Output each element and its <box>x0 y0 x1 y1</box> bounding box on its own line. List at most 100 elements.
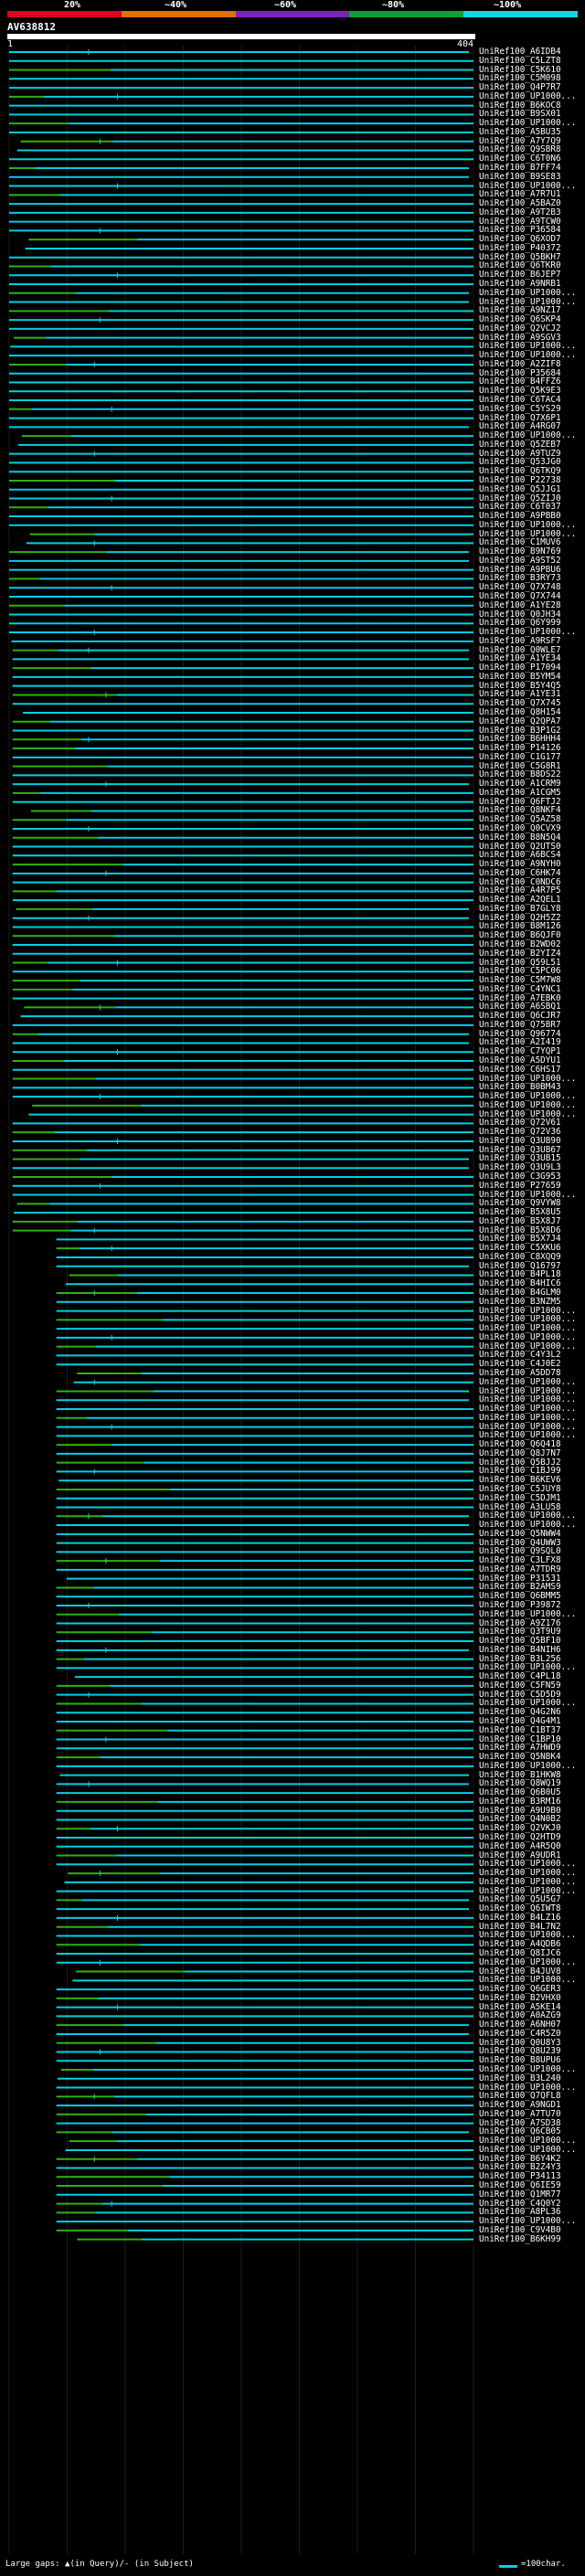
hit-label[interactable]: UniRef100_C0NDC6 <box>479 876 561 887</box>
hit-label[interactable]: UniRef100_Q0JH34 <box>479 609 561 620</box>
hit-label[interactable]: UniRef100_C6TAC4 <box>479 395 561 406</box>
hit-label[interactable]: UniRef100_P31531 <box>479 1573 561 1584</box>
hit-label[interactable]: UniRef100_C6T037 <box>479 502 561 513</box>
hit-label[interactable]: UniRef100_B8DS22 <box>479 769 561 780</box>
hit-label[interactable]: UniRef100_Q6TKR0 <box>479 260 561 271</box>
hit-label[interactable]: UniRef100_UP1000... <box>479 1930 577 1941</box>
hit-label[interactable]: UniRef100_UP1000... <box>479 341 577 352</box>
hit-label[interactable]: UniRef100_Q2VCJ2 <box>479 323 561 334</box>
hit-label[interactable]: UniRef100_B0BM43 <box>479 1082 561 1093</box>
hit-label[interactable]: UniRef100_A0AZG9 <box>479 2010 561 2021</box>
hit-label[interactable]: UniRef100_A2I419 <box>479 1037 561 1048</box>
hit-label[interactable]: UniRef100_C5LZT8 <box>479 55 561 66</box>
hit-label[interactable]: UniRef100_Q6Y999 <box>479 618 561 629</box>
hit-label[interactable]: UniRef100_B8M126 <box>479 921 561 932</box>
hit-label[interactable]: UniRef100_UP1000... <box>479 1108 577 1119</box>
hit-label[interactable]: UniRef100_B6HHH4 <box>479 734 561 745</box>
hit-label[interactable]: UniRef100_UP1000... <box>479 2064 577 2075</box>
hit-label[interactable]: UniRef100_A4RG07 <box>479 421 561 432</box>
hit-label[interactable]: UniRef100_B6Y4K2 <box>479 2153 561 2164</box>
hit-label[interactable]: UniRef100_Q6FTJ2 <box>479 796 561 807</box>
hit-label[interactable]: UniRef100_UP1000... <box>479 528 577 539</box>
hit-label[interactable]: UniRef100_B6QJF0 <box>479 930 561 941</box>
hit-label[interactable]: UniRef100_A1YE31 <box>479 689 561 700</box>
hit-label[interactable]: UniRef100_UP1000... <box>479 1698 577 1709</box>
hit-label[interactable]: UniRef100_Q2VKJ0 <box>479 1823 561 1834</box>
hit-label[interactable]: UniRef100_B5X7J4 <box>479 1234 561 1245</box>
hit-label[interactable]: UniRef100_C4YNC1 <box>479 983 561 994</box>
hit-label[interactable]: UniRef100_A9SGV3 <box>479 332 561 343</box>
hit-label[interactable]: UniRef100_B3RM16 <box>479 1796 561 1807</box>
hit-label[interactable]: UniRef100_C4PL18 <box>479 1671 561 1682</box>
hit-label[interactable]: UniRef100_A5BAZ0 <box>479 198 561 209</box>
hit-label[interactable]: UniRef100_P36584 <box>479 225 561 236</box>
hit-label[interactable]: UniRef100_B3NZM5 <box>479 1296 561 1307</box>
hit-label[interactable]: UniRef100_A7TDR9 <box>479 1564 561 1574</box>
hit-label[interactable]: UniRef100_C1BP10 <box>479 1733 561 1744</box>
hit-label[interactable]: UniRef100_Q59L51 <box>479 957 561 968</box>
hit-label[interactable]: UniRef100_UP1000... <box>479 1323 577 1334</box>
hit-label[interactable]: UniRef100_A9PBB0 <box>479 511 561 522</box>
hit-label[interactable]: UniRef100_C5DJM1 <box>479 1492 561 1503</box>
hit-label[interactable]: UniRef100_A9TCW0 <box>479 216 561 227</box>
hit-label[interactable]: UniRef100_Q0CVX9 <box>479 822 561 833</box>
hit-label[interactable]: UniRef100_C5XKU6 <box>479 1243 561 1254</box>
hit-label[interactable]: UniRef100_B5YM54 <box>479 671 561 682</box>
hit-label[interactable]: UniRef100_B9N769 <box>479 546 561 557</box>
hit-label[interactable]: UniRef100_C5K610 <box>479 64 561 75</box>
hit-label[interactable]: UniRef100_Q7X748 <box>479 582 561 593</box>
hit-label[interactable]: UniRef100_Q5BKH7 <box>479 251 561 262</box>
hit-label[interactable]: UniRef100_A7HWD9 <box>479 1743 561 1754</box>
hit-label[interactable]: UniRef100_C5JUY8 <box>479 1483 561 1494</box>
hit-label[interactable]: UniRef100_Q3UB90 <box>479 1135 561 1146</box>
hit-label[interactable]: UniRef100_A3LU58 <box>479 1501 561 1512</box>
hit-label[interactable]: UniRef100_B5X8D6 <box>479 1224 561 1235</box>
hit-label[interactable]: UniRef100_UP1000... <box>479 2216 577 2227</box>
hit-label[interactable]: UniRef100_UP1000... <box>479 90 577 101</box>
hit-label[interactable]: UniRef100_B8UPU6 <box>479 2055 561 2066</box>
hit-label[interactable]: UniRef100_C5D5D9 <box>479 1689 561 1700</box>
hit-label[interactable]: UniRef100_Q5JJG1 <box>479 483 561 494</box>
hit-label[interactable]: UniRef100_Q5AZ58 <box>479 814 561 825</box>
hit-label[interactable]: UniRef100_A5KE14 <box>479 2001 561 2012</box>
hit-label[interactable]: UniRef100_Q6CB05 <box>479 2126 561 2137</box>
hit-label[interactable]: UniRef100_UP1000... <box>479 350 577 361</box>
hit-label[interactable]: UniRef100_UP1000... <box>479 1760 577 1771</box>
hit-label[interactable]: UniRef100_Q8WQ19 <box>479 1778 561 1789</box>
hit-label[interactable]: UniRef100_Q8IJC6 <box>479 1948 561 1958</box>
hit-label[interactable]: UniRef100_B4LZ16 <box>479 1912 561 1923</box>
hit-label[interactable]: UniRef100_A9Z176 <box>479 1617 561 1628</box>
hit-label[interactable]: UniRef100_C7YQP1 <box>479 1046 561 1057</box>
hit-label[interactable]: UniRef100_Q6Q418 <box>479 1439 561 1450</box>
hit-label[interactable]: UniRef100_UP1000... <box>479 1859 577 1870</box>
hit-label[interactable]: UniRef100_A9PBU6 <box>479 564 561 575</box>
hit-label[interactable]: UniRef100_B7FF74 <box>479 163 561 173</box>
hit-label[interactable]: UniRef100_Q7X6P1 <box>479 412 561 423</box>
hit-label[interactable]: UniRef100_A6IDB4 <box>479 47 561 57</box>
hit-label[interactable]: UniRef100_UP1000... <box>479 2136 577 2147</box>
hit-label[interactable]: UniRef100_Q5NWW4 <box>479 1528 561 1539</box>
hit-label[interactable]: UniRef100_Q6TKQ9 <box>479 466 561 477</box>
hit-label[interactable]: UniRef100_Q53JG0 <box>479 457 561 468</box>
hit-label[interactable]: UniRef100_B2Z4Y3 <box>479 2162 561 2173</box>
hit-label[interactable]: UniRef100_Q8NKF4 <box>479 805 561 816</box>
hit-label[interactable]: UniRef100_P35684 <box>479 367 561 378</box>
hit-label[interactable]: UniRef100_P34113 <box>479 2171 561 2182</box>
hit-label[interactable]: UniRef100_Q2QPA7 <box>479 716 561 726</box>
hit-label[interactable]: UniRef100_A4QDB6 <box>479 1939 561 1950</box>
hit-label[interactable]: UniRef100_Q8J7N7 <box>479 1447 561 1458</box>
hit-label[interactable]: UniRef100_A7SD38 <box>479 2117 561 2128</box>
hit-label[interactable]: UniRef100_UP1000... <box>479 627 577 638</box>
hit-label[interactable]: UniRef100_A2ZIF8 <box>479 358 561 369</box>
hit-label[interactable]: UniRef100_UP1000... <box>479 1385 577 1396</box>
hit-label[interactable]: UniRef100_Q4G4M1 <box>479 1715 561 1726</box>
hit-label[interactable]: UniRef100_P27659 <box>479 1180 561 1191</box>
hit-label[interactable]: UniRef100_Q8H154 <box>479 706 561 717</box>
hit-label[interactable]: UniRef100_Q9SBR8 <box>479 144 561 155</box>
hit-label[interactable]: UniRef100_C1MUV6 <box>479 537 561 548</box>
hit-label[interactable]: UniRef100_B6KOC8 <box>479 100 561 111</box>
hit-label[interactable]: UniRef100_Q6B0U5 <box>479 1787 561 1798</box>
hit-label[interactable]: UniRef100_Q2H5Z2 <box>479 912 561 923</box>
hit-label[interactable]: UniRef100_UP1000... <box>479 1956 577 1967</box>
hit-label[interactable]: UniRef100_Q8U239 <box>479 2046 561 2057</box>
